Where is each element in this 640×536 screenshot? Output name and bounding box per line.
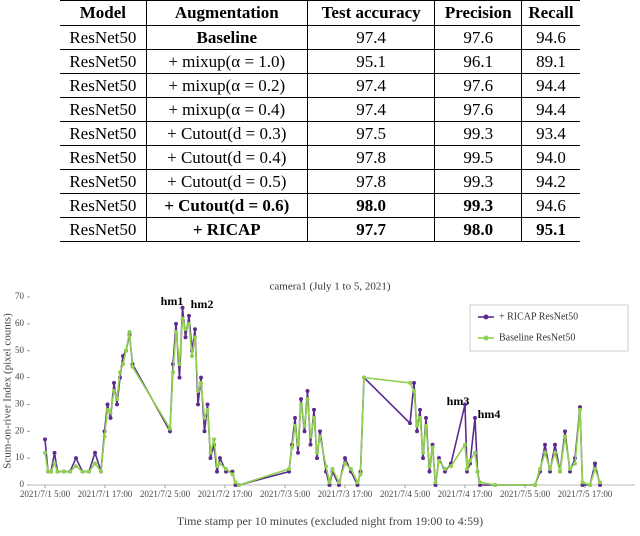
table-cell: 94.6 bbox=[520, 193, 580, 218]
table-cell: 94.4 bbox=[520, 97, 580, 122]
table-row: ResNet50 + Cutout(d = 0.3) 97.5 99.3 93.4 bbox=[60, 121, 580, 146]
series-line bbox=[43, 316, 602, 487]
x-tick-label: 2021/7/2 17:00 bbox=[198, 489, 253, 499]
y-axis-label: Scum-on-river Index (pixel counts) bbox=[2, 313, 14, 469]
y-tick-label: 30 bbox=[15, 398, 25, 408]
table-cell: 97.6 bbox=[434, 25, 522, 50]
table-cell: 98.0 bbox=[434, 217, 522, 242]
table-cell: + Cutout(d = 0.5) bbox=[145, 169, 308, 194]
table-cell: 97.4 bbox=[306, 25, 435, 50]
header-cell: Test accuracy bbox=[306, 0, 435, 26]
table-cell: 97.4 bbox=[306, 73, 435, 98]
table-cell: 97.6 bbox=[434, 97, 522, 122]
y-tick-label: 0 bbox=[20, 479, 25, 489]
y-tick-label: 20 bbox=[15, 425, 25, 435]
table-row: ResNet50 + mixup(α = 0.4) 97.4 97.6 94.4 bbox=[60, 97, 580, 122]
x-tick-label: 2021/7/4 17:00 bbox=[438, 489, 493, 499]
annotation: hm1 bbox=[161, 294, 184, 308]
y-tick-label: 70 bbox=[15, 291, 25, 301]
results-table: Model Augmentation Test accuracy Precisi… bbox=[60, 0, 580, 242]
table-cell: 97.8 bbox=[306, 145, 435, 170]
table-cell: 95.1 bbox=[306, 49, 435, 74]
table-row: ResNet50 + Cutout(d = 0.5) 97.8 99.3 94.2 bbox=[60, 169, 580, 194]
annotation: hm4 bbox=[478, 407, 501, 421]
table-cell: ResNet50 bbox=[69, 195, 137, 215]
header-cell: Augmentation bbox=[145, 0, 308, 26]
table-cell: 97.8 bbox=[306, 169, 435, 194]
x-tick-label: 2021/7/1 5:00 bbox=[20, 489, 71, 499]
table-cell: 94.6 bbox=[520, 25, 580, 50]
header-cell: Model bbox=[79, 3, 126, 22]
table-cell: ResNet50 bbox=[69, 75, 137, 95]
table-cell: 89.1 bbox=[520, 49, 580, 74]
x-axis-label: Time stamp per 10 minutes (excluded nigh… bbox=[177, 514, 483, 528]
table-row: ResNet50 Baseline 97.4 97.6 94.6 bbox=[60, 25, 580, 50]
legend-marker bbox=[483, 335, 489, 341]
table-cell: ResNet50 bbox=[69, 27, 137, 47]
x-tick-label: 2021/7/1 17:00 bbox=[78, 489, 133, 499]
table-cell: 96.1 bbox=[434, 49, 522, 74]
header-row: Model Augmentation Test accuracy Precisi… bbox=[60, 0, 580, 26]
header-cell: Precision bbox=[434, 0, 522, 26]
table-cell: ResNet50 bbox=[69, 123, 137, 143]
chart-title: camera1 (July 1 to 5, 2021) bbox=[270, 281, 391, 293]
table-cell: ResNet50 bbox=[69, 147, 137, 167]
table-cell: 97.7 bbox=[306, 217, 435, 242]
x-tick-label: 2021/7/3 17:00 bbox=[318, 489, 373, 499]
table-row: ResNet50 + RICAP 97.7 98.0 95.1 bbox=[60, 217, 580, 242]
table-body: ResNet50 Baseline 97.4 97.6 94.6 ResNet50 + mi… bbox=[60, 25, 580, 242]
table-cell: 99.5 bbox=[434, 145, 522, 170]
table-cell: 99.3 bbox=[434, 193, 522, 218]
x-tick-label: 2021/7/5 5:00 bbox=[500, 489, 551, 499]
y-tick-label: 50 bbox=[15, 345, 25, 355]
y-tick-label: 60 bbox=[15, 318, 25, 328]
table-cell: + Cutout(d = 0.4) bbox=[145, 145, 308, 170]
x-tick-label: 2021/7/5 17:00 bbox=[558, 489, 613, 499]
x-tick-label: 2021/7/4 5:00 bbox=[380, 489, 431, 499]
table-cell: ResNet50 bbox=[69, 171, 137, 191]
y-tick-label: 40 bbox=[15, 372, 25, 382]
table-cell: 95.1 bbox=[520, 217, 580, 242]
annotation: hm2 bbox=[191, 297, 214, 311]
table-cell: + RICAP bbox=[145, 217, 308, 242]
table-cell: Baseline bbox=[145, 25, 308, 50]
table-row: ResNet50 + Cutout(d = 0.6) 98.0 99.3 94.6 bbox=[60, 193, 580, 218]
table-cell: ResNet50 bbox=[69, 219, 137, 239]
header-cell: Recall bbox=[520, 0, 580, 26]
table-cell: 98.0 bbox=[306, 193, 435, 218]
legend-label: + RICAP ResNet50 bbox=[499, 311, 578, 322]
table-cell: ResNet50 bbox=[69, 99, 137, 119]
y-tick-label: 10 bbox=[15, 452, 25, 462]
table-cell: 94.2 bbox=[520, 169, 580, 194]
x-tick-label: 2021/7/3 5:00 bbox=[260, 489, 311, 499]
table-cell: 94.0 bbox=[520, 145, 580, 170]
legend-box bbox=[469, 304, 629, 352]
table-cell: + Cutout(d = 0.3) bbox=[145, 121, 308, 146]
x-tick-label: 2021/7/2 5:00 bbox=[140, 489, 191, 499]
table-cell: 99.3 bbox=[434, 169, 522, 194]
table-cell: + mixup(α = 0.2) bbox=[145, 73, 308, 98]
annotation: hm3 bbox=[447, 394, 470, 408]
table-cell: ResNet50 bbox=[69, 51, 137, 71]
table-cell: + mixup(α = 0.4) bbox=[145, 97, 308, 122]
legend-label: Baseline ResNet50 bbox=[499, 332, 575, 343]
legend-marker bbox=[483, 314, 489, 320]
table-row: ResNet50 + Cutout(d = 0.4) 97.8 99.5 94.0 bbox=[60, 145, 580, 170]
table-cell: + mixup(α = 1.0) bbox=[145, 49, 308, 74]
table-cell: 97.5 bbox=[306, 121, 435, 146]
table-cell: + Cutout(d = 0.6) bbox=[145, 193, 308, 218]
table-row: ResNet50 + mixup(α = 1.0) 95.1 96.1 89.1 bbox=[60, 49, 580, 74]
table-cell: 97.6 bbox=[434, 73, 522, 98]
table-cell: 94.4 bbox=[520, 73, 580, 98]
table-cell: 97.4 bbox=[306, 97, 435, 122]
table-cell: 99.3 bbox=[434, 121, 522, 146]
table-row: ResNet50 + mixup(α = 0.2) 97.4 97.6 94.4 bbox=[60, 73, 580, 98]
table-cell: 93.4 bbox=[520, 121, 580, 146]
chart: camera1 (July 1 to 5, 2021) Time stamp p… bbox=[2, 281, 635, 528]
